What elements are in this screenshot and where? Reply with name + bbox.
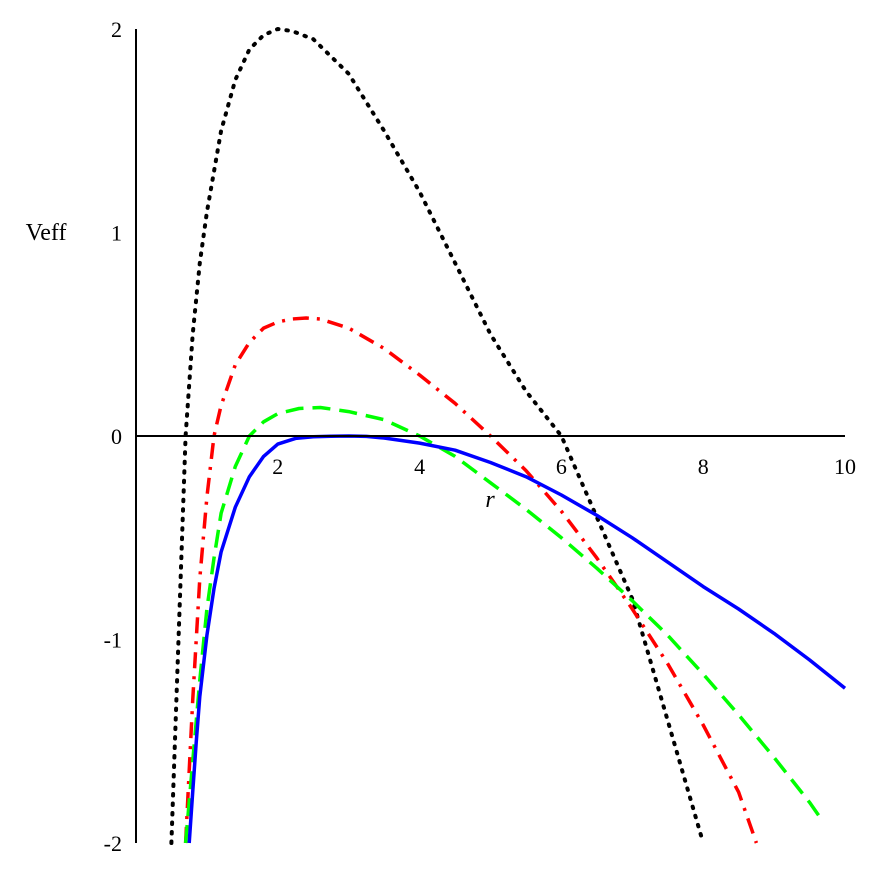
x-axis-label: r — [485, 487, 495, 513]
y-axis-label: Veff — [26, 220, 67, 246]
y-tick-label: -2 — [104, 831, 122, 856]
y-tick-label: 2 — [111, 17, 122, 42]
series-line-1-dotted — [169, 27, 706, 845]
series-line-2-dashdot — [183, 316, 759, 844]
series-line-4-solid — [187, 434, 847, 844]
x-ticks: 2 4 6 8 10 — [272, 454, 856, 479]
series-line-3-dashed — [183, 405, 826, 844]
x-tick-label: 10 — [834, 454, 856, 479]
y-tick-label: -1 — [104, 628, 122, 653]
x-tick-label: 8 — [698, 454, 709, 479]
y-ticks: -2 -1 0 1 2 — [104, 17, 122, 856]
x-tick-label: 6 — [556, 454, 567, 479]
axes-layer — [135, 29, 845, 843]
x-tick-label: 4 — [414, 454, 425, 479]
x-tick-label: 2 — [272, 454, 283, 479]
y-tick-label: 1 — [111, 221, 122, 246]
y-tick-label: 0 — [111, 424, 122, 449]
